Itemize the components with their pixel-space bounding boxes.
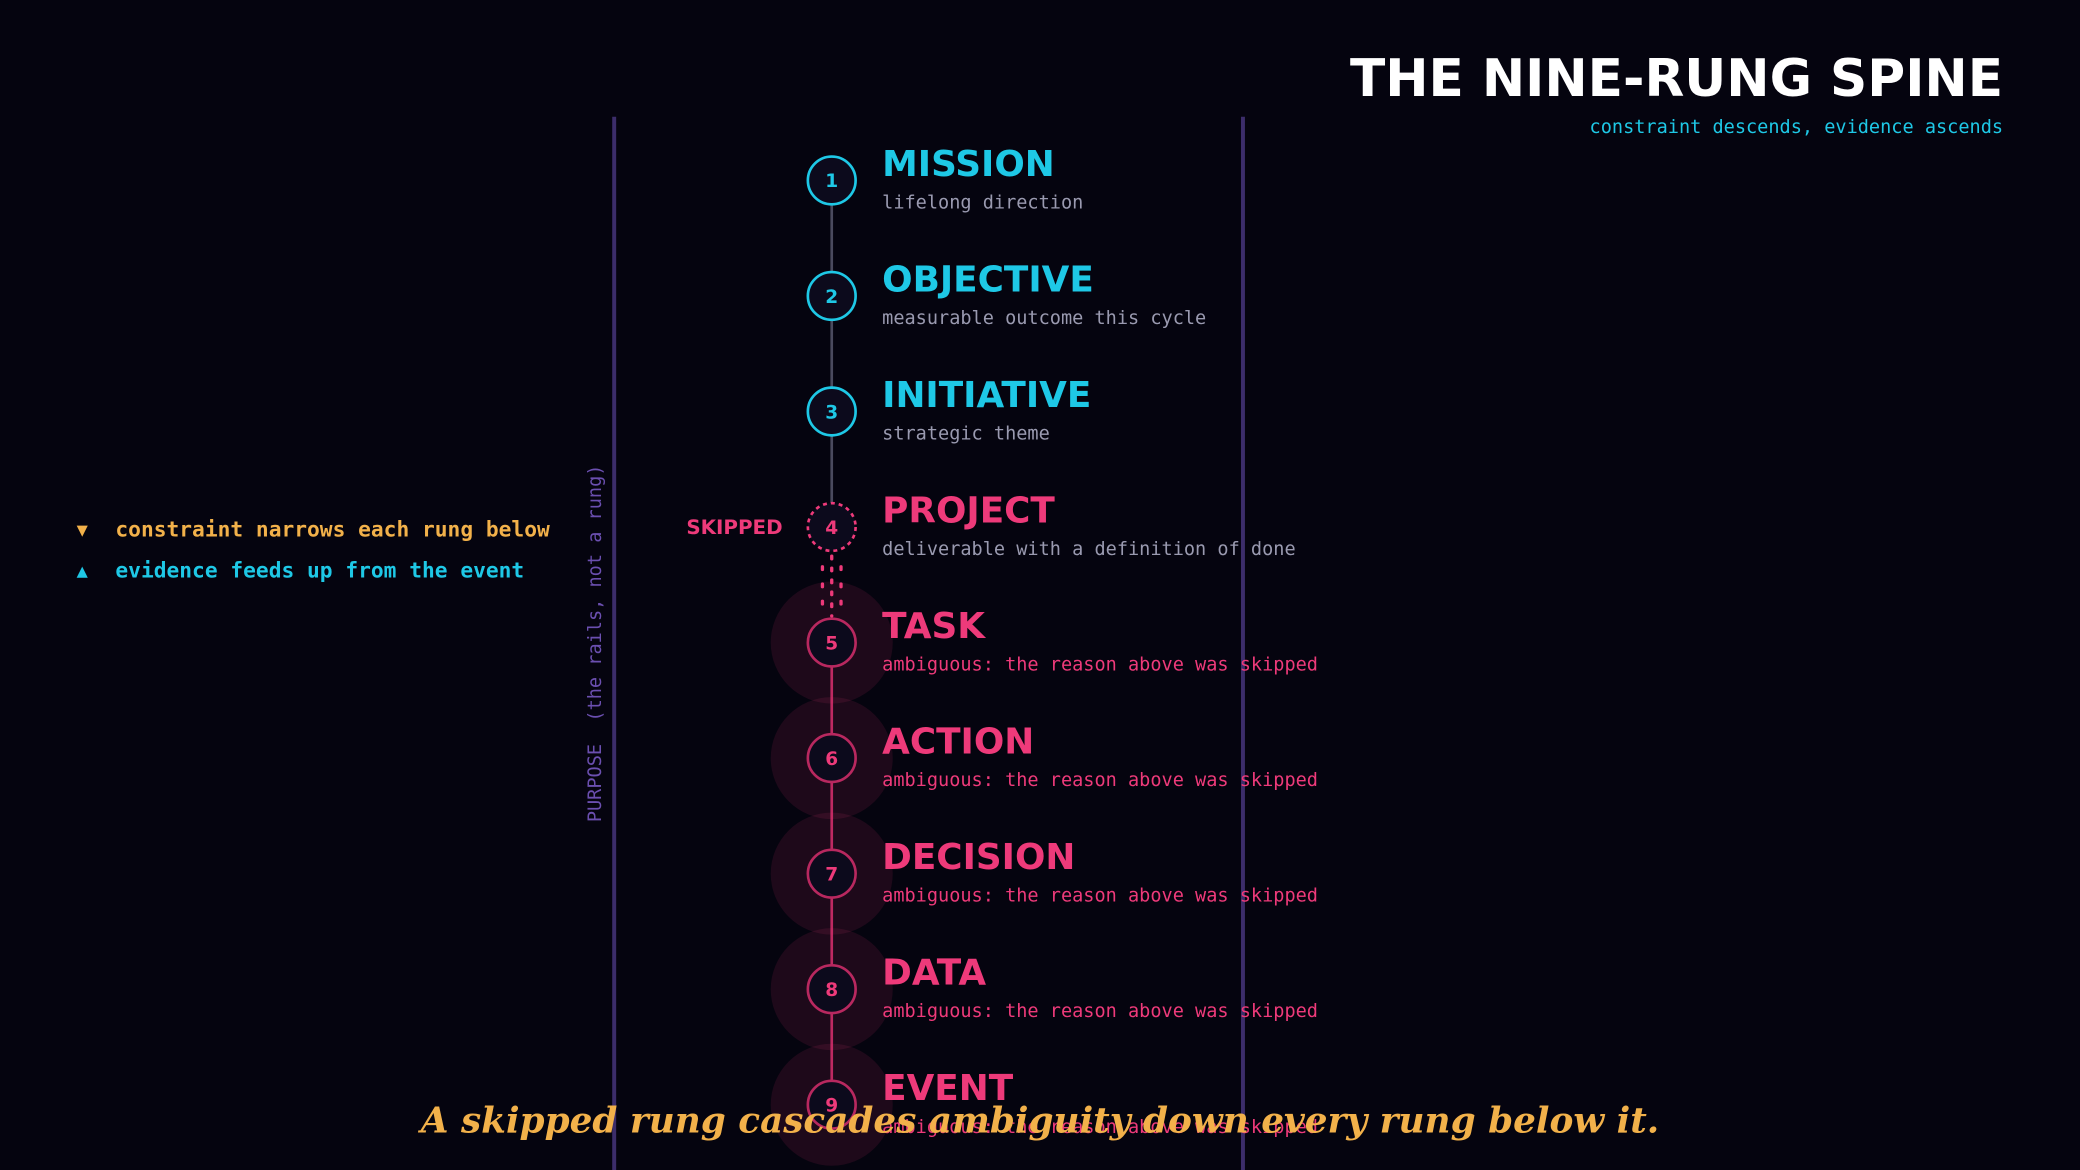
rung-description: strategic theme <box>882 424 1050 445</box>
rung-name: ACTION <box>882 722 1034 763</box>
legend-text: constraint narrows each rung below <box>115 518 550 543</box>
rung-node <box>806 270 857 322</box>
rung-node <box>806 617 857 668</box>
rung-description: ambiguous: the reason above was skipped <box>882 886 1318 907</box>
rung-name: DATA <box>882 953 986 994</box>
rung-description: lifelong direction <box>882 192 1083 213</box>
legend-text: evidence feeds up from the event <box>115 559 524 584</box>
title: THE NINE-RUNG SPINE <box>1350 49 2003 109</box>
skipped-tag: SKIPPED <box>686 516 782 539</box>
rung-node <box>806 155 857 206</box>
rungs: 1 MISSION lifelong direction 2 OBJECTIVE meas… <box>686 144 1318 1166</box>
caption: A skipped rung cascades ambiguity down e… <box>418 1100 1659 1142</box>
rung-description: ambiguous: the reason above was skipped <box>882 1001 1318 1022</box>
rung-number: 5 <box>825 633 838 654</box>
rung-node <box>806 732 857 784</box>
rung-description: ambiguous: the reason above was skipped <box>882 655 1318 676</box>
rung-number: 2 <box>825 287 838 308</box>
rung-node <box>806 1079 857 1130</box>
rung-description: ambiguous: the reason above was skipped <box>882 1117 1318 1138</box>
rung-node <box>806 501 857 553</box>
rung-name: OBJECTIVE <box>882 259 1094 300</box>
rail-label: PURPOSE (the rails, not a rung) <box>585 465 606 823</box>
rung-name: PROJECT <box>882 490 1055 531</box>
rung-description: ambiguous: the reason above was skipped <box>882 770 1318 791</box>
rung-node <box>806 386 857 437</box>
rung-name: DECISION <box>882 837 1075 878</box>
rung-number: 9 <box>825 1096 838 1117</box>
legend-marker: ▼ <box>77 520 89 541</box>
rung-name: MISSION <box>882 144 1055 185</box>
rung-number: 1 <box>825 171 838 192</box>
rung-number: 6 <box>825 749 838 770</box>
subtitle: constraint descends, evidence ascends <box>1590 117 2004 138</box>
rung-number: 3 <box>825 402 838 423</box>
rung-description: deliverable with a definition of done <box>882 539 1295 560</box>
rung-number: 7 <box>825 864 838 885</box>
legend-marker: ▲ <box>77 561 89 582</box>
rung-number: 8 <box>825 980 838 1001</box>
rung-node <box>806 963 857 1015</box>
rung-name: TASK <box>882 606 986 647</box>
rung-description: measurable outcome this cycle <box>882 308 1206 329</box>
rung-node <box>806 848 857 899</box>
rung-name: INITIATIVE <box>882 375 1091 416</box>
rung-number: 4 <box>825 518 838 539</box>
rung-name: EVENT <box>882 1068 1014 1109</box>
